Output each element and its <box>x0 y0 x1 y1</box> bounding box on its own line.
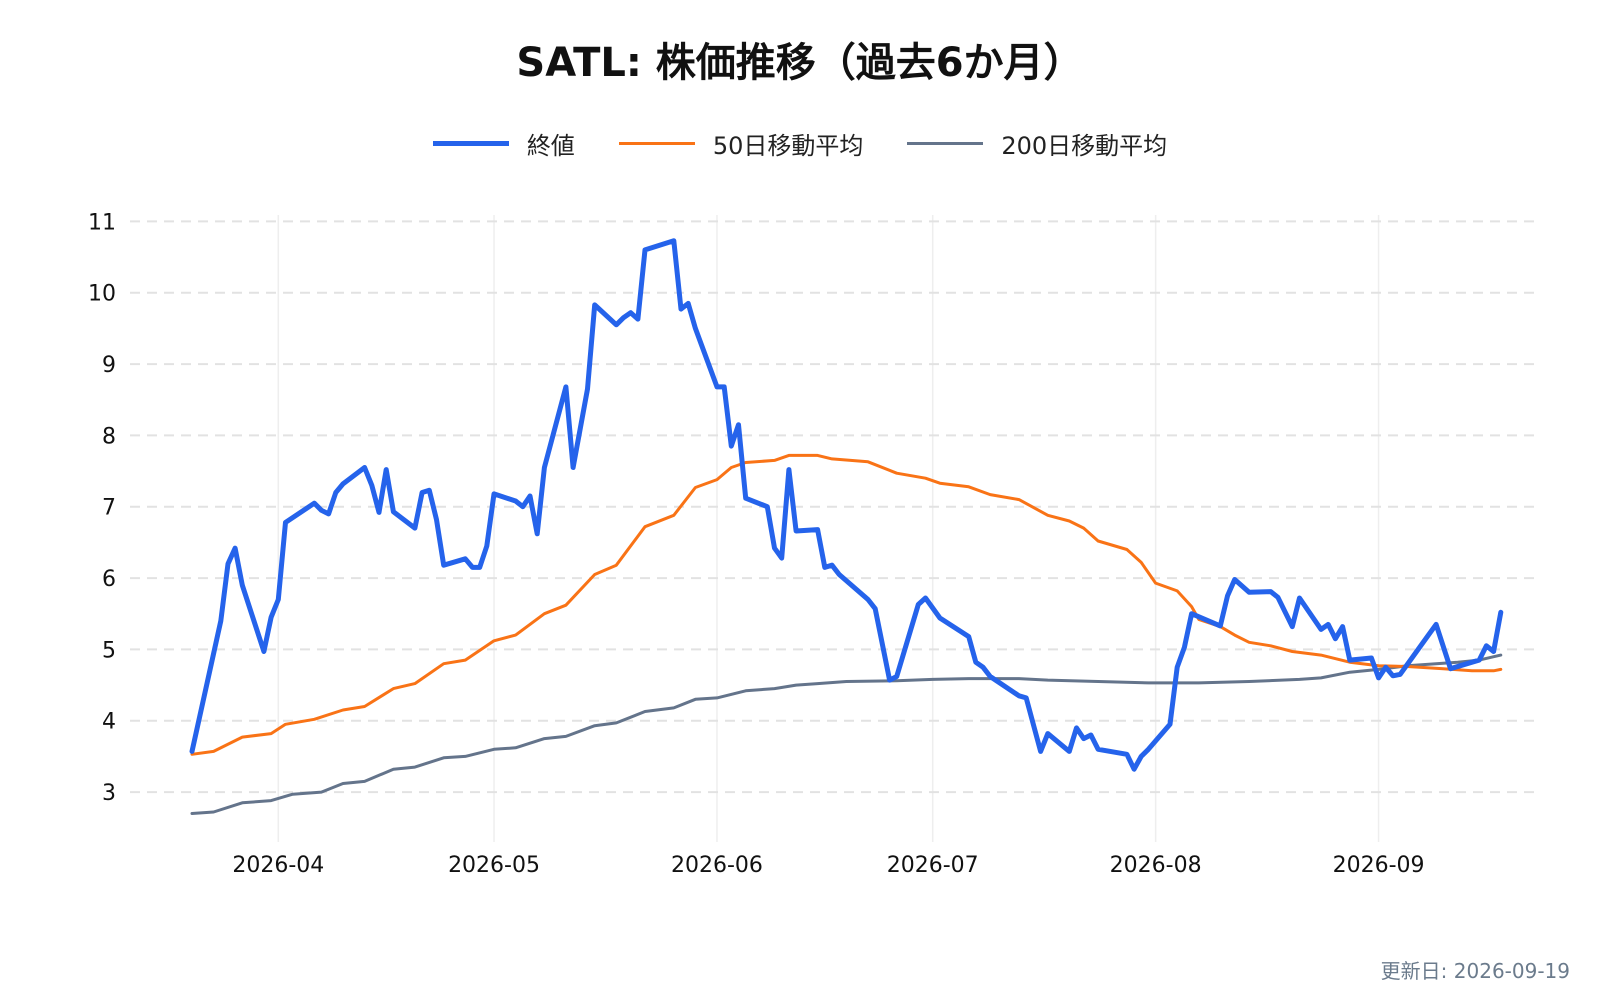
x-tick-label: 2026-06 <box>671 853 763 878</box>
legend-swatch <box>432 141 509 146</box>
legend-label: 終値 <box>526 132 575 160</box>
y-tick-label: 7 <box>102 496 116 521</box>
y-tick-label: 4 <box>102 710 116 735</box>
chart-title: SATL: 株価推移（過去6か月） <box>516 40 1084 86</box>
x-tick-label: 2026-08 <box>1110 853 1202 878</box>
series-line <box>189 238 1504 772</box>
x-tick-label: 2026-04 <box>232 853 324 878</box>
y-tick-label: 3 <box>102 781 116 806</box>
y-tick-label: 8 <box>102 424 116 449</box>
y-tick-label: 11 <box>88 210 116 235</box>
legend-label: 50日移動平均 <box>712 132 864 160</box>
y-tick-label: 5 <box>102 638 116 663</box>
y-tick-label: 10 <box>88 282 116 307</box>
x-tick-label: 2026-07 <box>887 853 979 878</box>
series-line <box>190 653 1503 815</box>
legend-item[interactable]: 200日移動平均 <box>907 126 1167 161</box>
legend-item[interactable]: 50日移動平均 <box>618 126 864 161</box>
legend-swatch <box>618 142 695 145</box>
x-tick-label: 2026-09 <box>1333 853 1425 878</box>
series-line <box>190 453 1503 756</box>
legend-swatch <box>907 142 984 145</box>
legend-label: 200日移動平均 <box>1001 132 1168 160</box>
x-tick-label: 2026-05 <box>448 853 540 878</box>
updated-date: 更新日: 2026-09-19 <box>1380 959 1570 983</box>
y-tick-label: 9 <box>102 353 116 378</box>
legend-item[interactable]: 終値 <box>432 126 575 161</box>
legend: 終値 50日移動平均 200日移動平均 <box>0 126 1600 161</box>
y-tick-label: 6 <box>102 567 116 592</box>
